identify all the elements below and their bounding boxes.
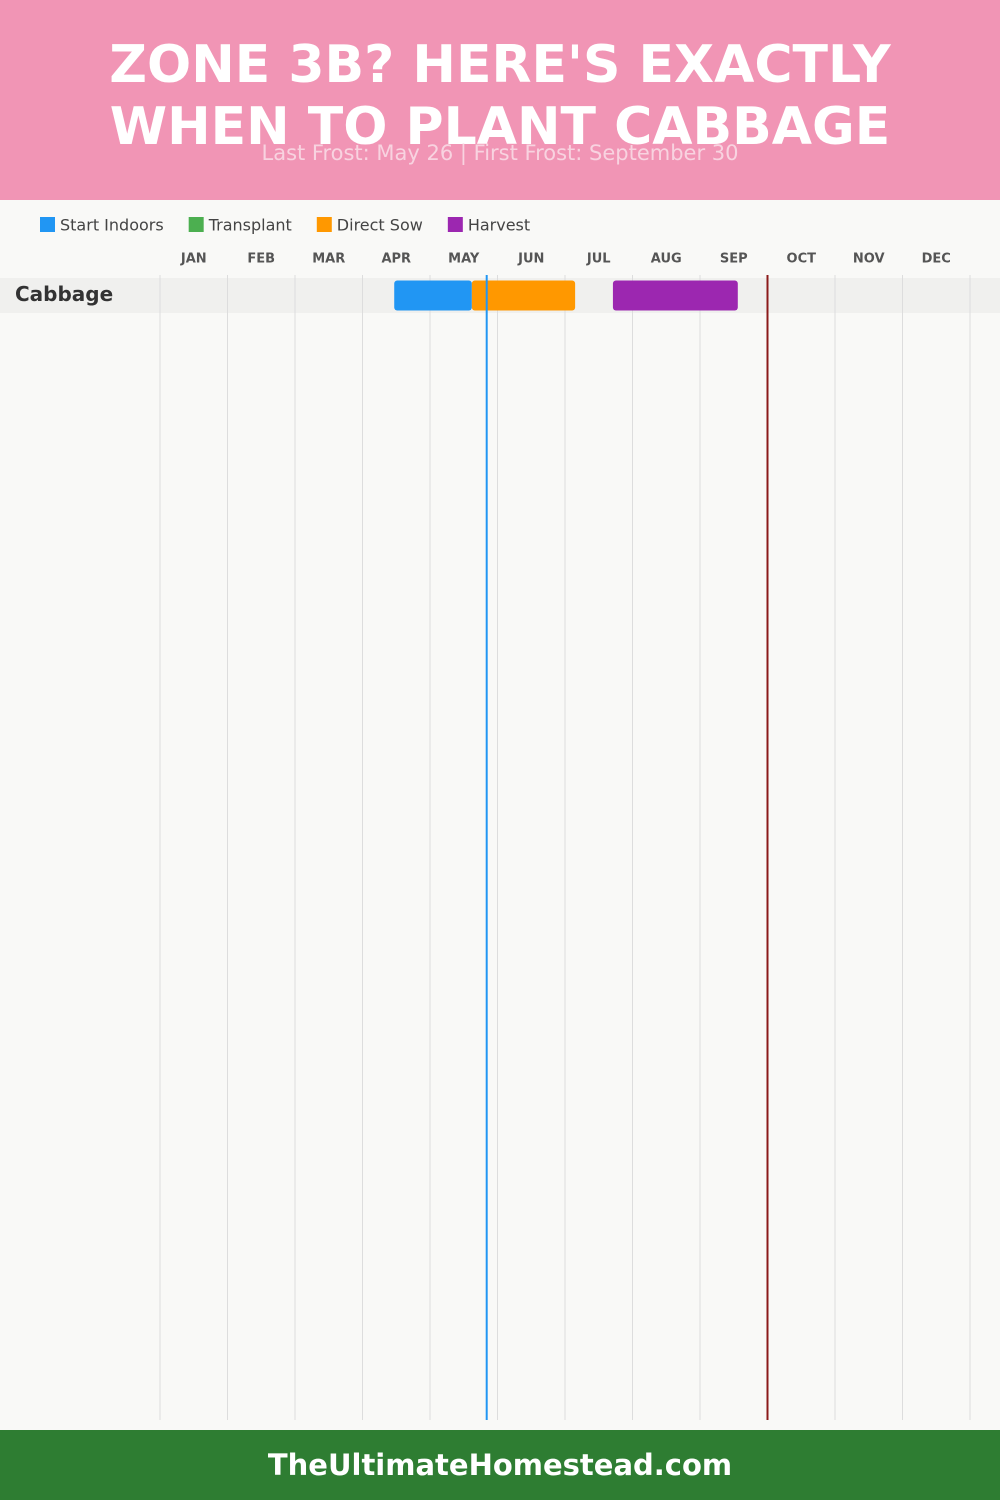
x-tick-label: SEP bbox=[720, 252, 748, 267]
subtitle: Last Frost: May 26 | First Frost: Septem… bbox=[261, 141, 739, 165]
legend-swatch bbox=[188, 217, 204, 232]
x-tick-label: MAR bbox=[312, 252, 345, 267]
x-tick-label: DEC bbox=[922, 252, 951, 267]
x-tick-label: FEB bbox=[247, 252, 275, 267]
title: ZONE 3B? HERE'S EXACTLY WHEN TO PLANT CA… bbox=[109, 35, 891, 157]
x-tick-label: MAY bbox=[448, 252, 480, 267]
chart: Start Indoors Transplant Direct Sow Harvest… bbox=[0, 216, 1000, 1420]
legend-swatch bbox=[447, 217, 463, 232]
x-tick-label: JUL bbox=[586, 252, 611, 267]
legend-label: Transplant bbox=[208, 216, 292, 235]
bar bbox=[612, 280, 738, 311]
legend-swatch bbox=[316, 217, 332, 232]
legend-swatch bbox=[40, 217, 55, 232]
x-tick-label: AUG bbox=[651, 252, 682, 267]
legend-label: Direct Sow bbox=[337, 216, 423, 235]
footer: TheUltimateHomestead.com bbox=[0, 1430, 1000, 1500]
row-label: Cabbage bbox=[15, 282, 113, 306]
legend-label: Harvest bbox=[468, 216, 530, 235]
x-tick-label: OCT bbox=[787, 252, 817, 267]
legend-label: Start Indoors bbox=[60, 216, 164, 235]
bar bbox=[471, 280, 576, 311]
x-tick-label: NOV bbox=[853, 252, 885, 267]
x-tick-label: JUN bbox=[517, 252, 544, 267]
header: ZONE 3B? HERE'S EXACTLY WHEN TO PLANT CA… bbox=[0, 0, 1000, 200]
x-tick-label: JAN bbox=[180, 252, 207, 267]
x-tick-label: APR bbox=[381, 252, 411, 267]
bar bbox=[394, 280, 472, 311]
